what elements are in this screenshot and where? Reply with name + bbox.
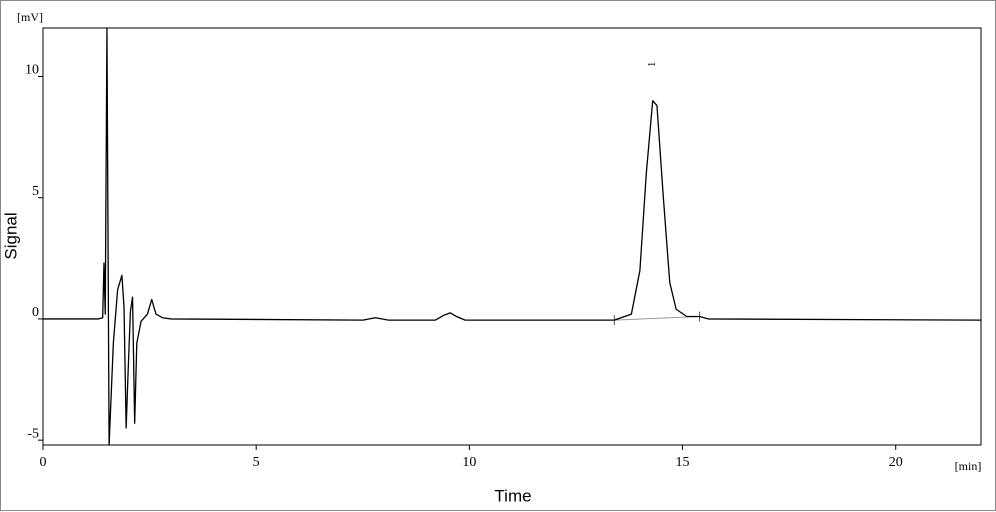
y-tick-label: 10 <box>25 63 39 78</box>
peak-baseline <box>614 316 700 321</box>
x-tick-label: 5 <box>253 455 260 470</box>
y-tick-label: 5 <box>32 184 39 199</box>
y-tick-label: 0 <box>32 305 39 320</box>
x-tick-label: 10 <box>462 455 476 470</box>
x-tick-label: 15 <box>676 455 690 470</box>
x-tick-label: 20 <box>889 455 903 470</box>
y-unit: [mV] <box>17 10 43 24</box>
signal-line <box>43 27 982 446</box>
peak-label: 1 <box>646 62 658 68</box>
x-unit: [min] <box>955 459 982 473</box>
plot-frame <box>42 27 982 446</box>
x-axis-label: Time <box>494 486 531 505</box>
y-axis-label: Signal <box>1 212 20 259</box>
y-tick-label: -5 <box>27 426 39 441</box>
x-tick-label: 0 <box>40 455 47 470</box>
